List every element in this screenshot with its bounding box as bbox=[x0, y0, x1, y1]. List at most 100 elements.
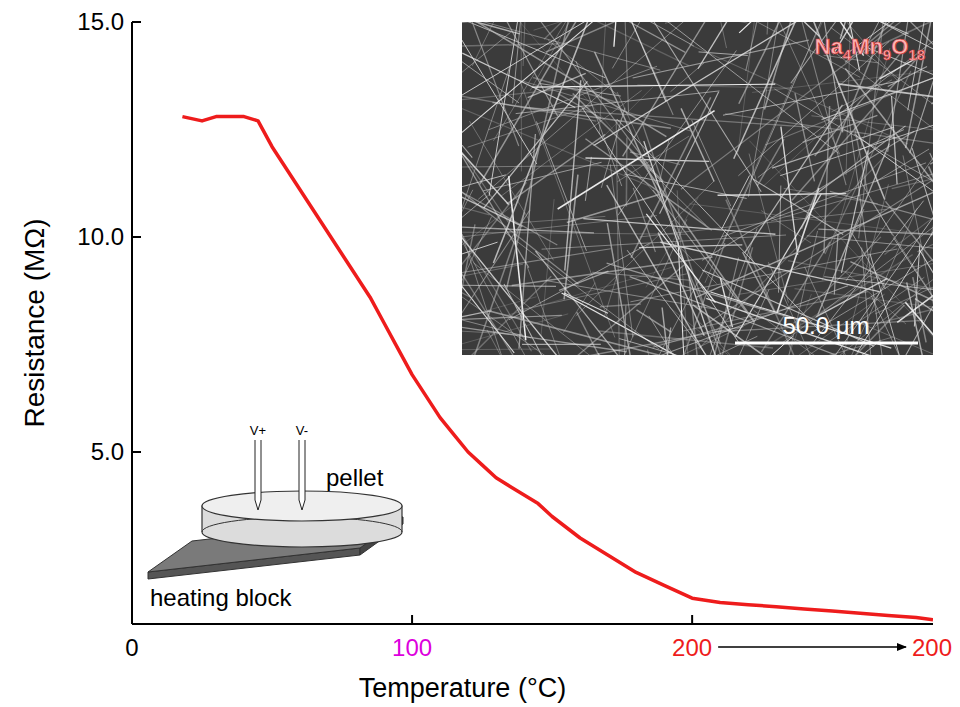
nanowire bbox=[680, 228, 757, 355]
nanowire bbox=[538, 22, 654, 172]
inset-title-part: 18 bbox=[908, 46, 925, 63]
nanowire bbox=[633, 40, 809, 78]
nanowire bbox=[614, 22, 622, 47]
nanowire bbox=[545, 281, 714, 309]
x-axis-line bbox=[132, 623, 933, 625]
nanowire bbox=[600, 304, 641, 307]
nanowire bbox=[546, 22, 801, 52]
nanowire bbox=[621, 22, 761, 192]
pellet-label: pellet bbox=[326, 464, 384, 491]
probe-label: V- bbox=[296, 423, 308, 438]
nanowire bbox=[718, 194, 847, 196]
nanowire bbox=[620, 22, 628, 112]
nanowire bbox=[726, 277, 924, 355]
nanowire bbox=[629, 22, 694, 46]
x-tick bbox=[411, 615, 413, 624]
y-tick-label: 15.0 bbox=[77, 8, 124, 35]
nanowire bbox=[462, 22, 538, 117]
nanowire bbox=[871, 296, 930, 355]
nanowire bbox=[599, 22, 605, 134]
nanowire bbox=[699, 337, 893, 355]
nanowire bbox=[617, 119, 818, 329]
nanowire bbox=[831, 27, 933, 201]
chart: Na4Mn9O1850.0 μm01002005.010.015.0200Tem… bbox=[0, 0, 960, 707]
y-tick bbox=[132, 451, 141, 453]
y-tick-label: 10.0 bbox=[77, 223, 124, 250]
nanowire bbox=[528, 73, 586, 97]
probe bbox=[255, 440, 261, 510]
hold-arrow bbox=[718, 646, 906, 648]
nanowire bbox=[462, 43, 472, 158]
schematic: V+V-pelletheating block bbox=[148, 423, 403, 611]
nanowire bbox=[626, 138, 628, 207]
probe-label: V+ bbox=[250, 423, 266, 438]
nanowire bbox=[771, 170, 933, 221]
nanowire bbox=[752, 66, 933, 93]
inset-title-part: 9 bbox=[883, 46, 891, 63]
nanowire bbox=[462, 22, 690, 108]
nanowire bbox=[462, 22, 619, 136]
nanowire bbox=[493, 22, 641, 141]
nanowire bbox=[629, 162, 666, 206]
nanowire bbox=[681, 22, 919, 189]
nanowire bbox=[779, 22, 884, 199]
nanowire bbox=[660, 140, 670, 183]
plot-area bbox=[182, 117, 933, 620]
nanowire bbox=[530, 22, 601, 91]
axes: 01002005.010.015.0200 bbox=[77, 8, 952, 661]
nanowire bbox=[462, 179, 490, 215]
nanowire bbox=[723, 81, 900, 115]
nanowire bbox=[781, 127, 798, 255]
nanowire bbox=[677, 190, 688, 355]
nanowire bbox=[633, 188, 655, 252]
nanowire bbox=[604, 276, 617, 317]
inset-title-part: O bbox=[891, 34, 908, 59]
nanowire bbox=[607, 185, 726, 355]
nanowire bbox=[860, 181, 893, 236]
x-tick-label: 0 bbox=[125, 634, 138, 661]
nanowire bbox=[595, 52, 680, 240]
nanowire bbox=[696, 187, 933, 297]
nanowire bbox=[660, 242, 879, 291]
nanowire bbox=[472, 22, 518, 66]
x-tick bbox=[691, 615, 693, 624]
nanowire bbox=[734, 22, 817, 159]
nanowire bbox=[644, 141, 721, 355]
nanowire bbox=[692, 120, 731, 206]
nanowire bbox=[699, 176, 933, 329]
x-tick-label: 100 bbox=[392, 634, 432, 661]
scale-bar-label: 50.0 μm bbox=[782, 312, 869, 339]
nanowire bbox=[884, 143, 933, 254]
nanowire bbox=[912, 148, 933, 355]
nanowire bbox=[610, 164, 633, 337]
nanowire bbox=[505, 233, 659, 349]
nanowire bbox=[462, 315, 562, 319]
nanowire bbox=[834, 234, 838, 295]
nanowire bbox=[462, 284, 556, 286]
inset-title: Na4Mn9O18 bbox=[815, 34, 925, 63]
nanowire bbox=[698, 22, 737, 69]
nanowire bbox=[784, 188, 878, 203]
nanowire bbox=[585, 157, 591, 201]
nanowire bbox=[824, 106, 830, 253]
nanowire bbox=[637, 310, 671, 332]
nanowire bbox=[892, 264, 933, 355]
nanowire bbox=[921, 22, 933, 36]
nanowire bbox=[696, 318, 759, 355]
nanowire bbox=[772, 127, 894, 168]
nanowire bbox=[639, 245, 742, 248]
nanowire bbox=[931, 73, 933, 104]
nanowire bbox=[646, 214, 715, 303]
nanowire bbox=[616, 120, 619, 355]
nanowire bbox=[521, 22, 522, 171]
nanowire bbox=[506, 22, 570, 290]
nanowire bbox=[774, 89, 933, 239]
y-tick bbox=[132, 21, 141, 23]
probe bbox=[299, 440, 305, 510]
nanowire bbox=[522, 344, 601, 345]
nanowire bbox=[928, 284, 933, 355]
nanowire bbox=[462, 22, 689, 66]
resistance-curve bbox=[182, 117, 933, 620]
nanowire bbox=[462, 232, 687, 234]
nanowire bbox=[462, 224, 594, 233]
